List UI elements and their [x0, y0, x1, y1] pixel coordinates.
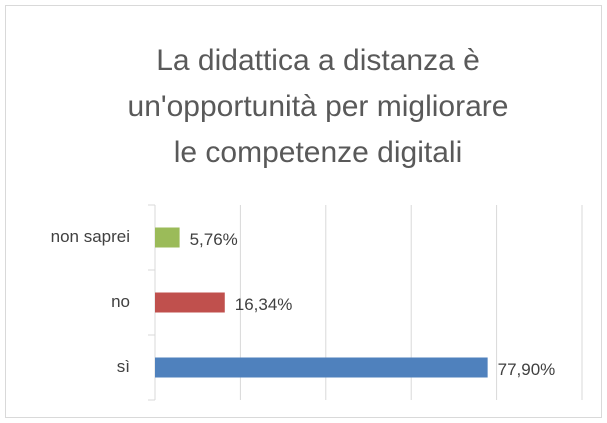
bar [155, 357, 488, 378]
chart-border [5, 5, 602, 418]
y-tick-label: non saprei [51, 227, 130, 246]
bar [155, 292, 225, 313]
y-tick-label: no [111, 292, 130, 311]
data-label: 16,34% [235, 295, 293, 314]
data-label: 5,76% [190, 230, 238, 249]
y-tick-label: sì [117, 357, 130, 376]
data-label: 77,90% [498, 360, 556, 379]
chart-title: La didattica a distanza è un'opportunità… [127, 44, 509, 169]
bar [155, 227, 180, 248]
